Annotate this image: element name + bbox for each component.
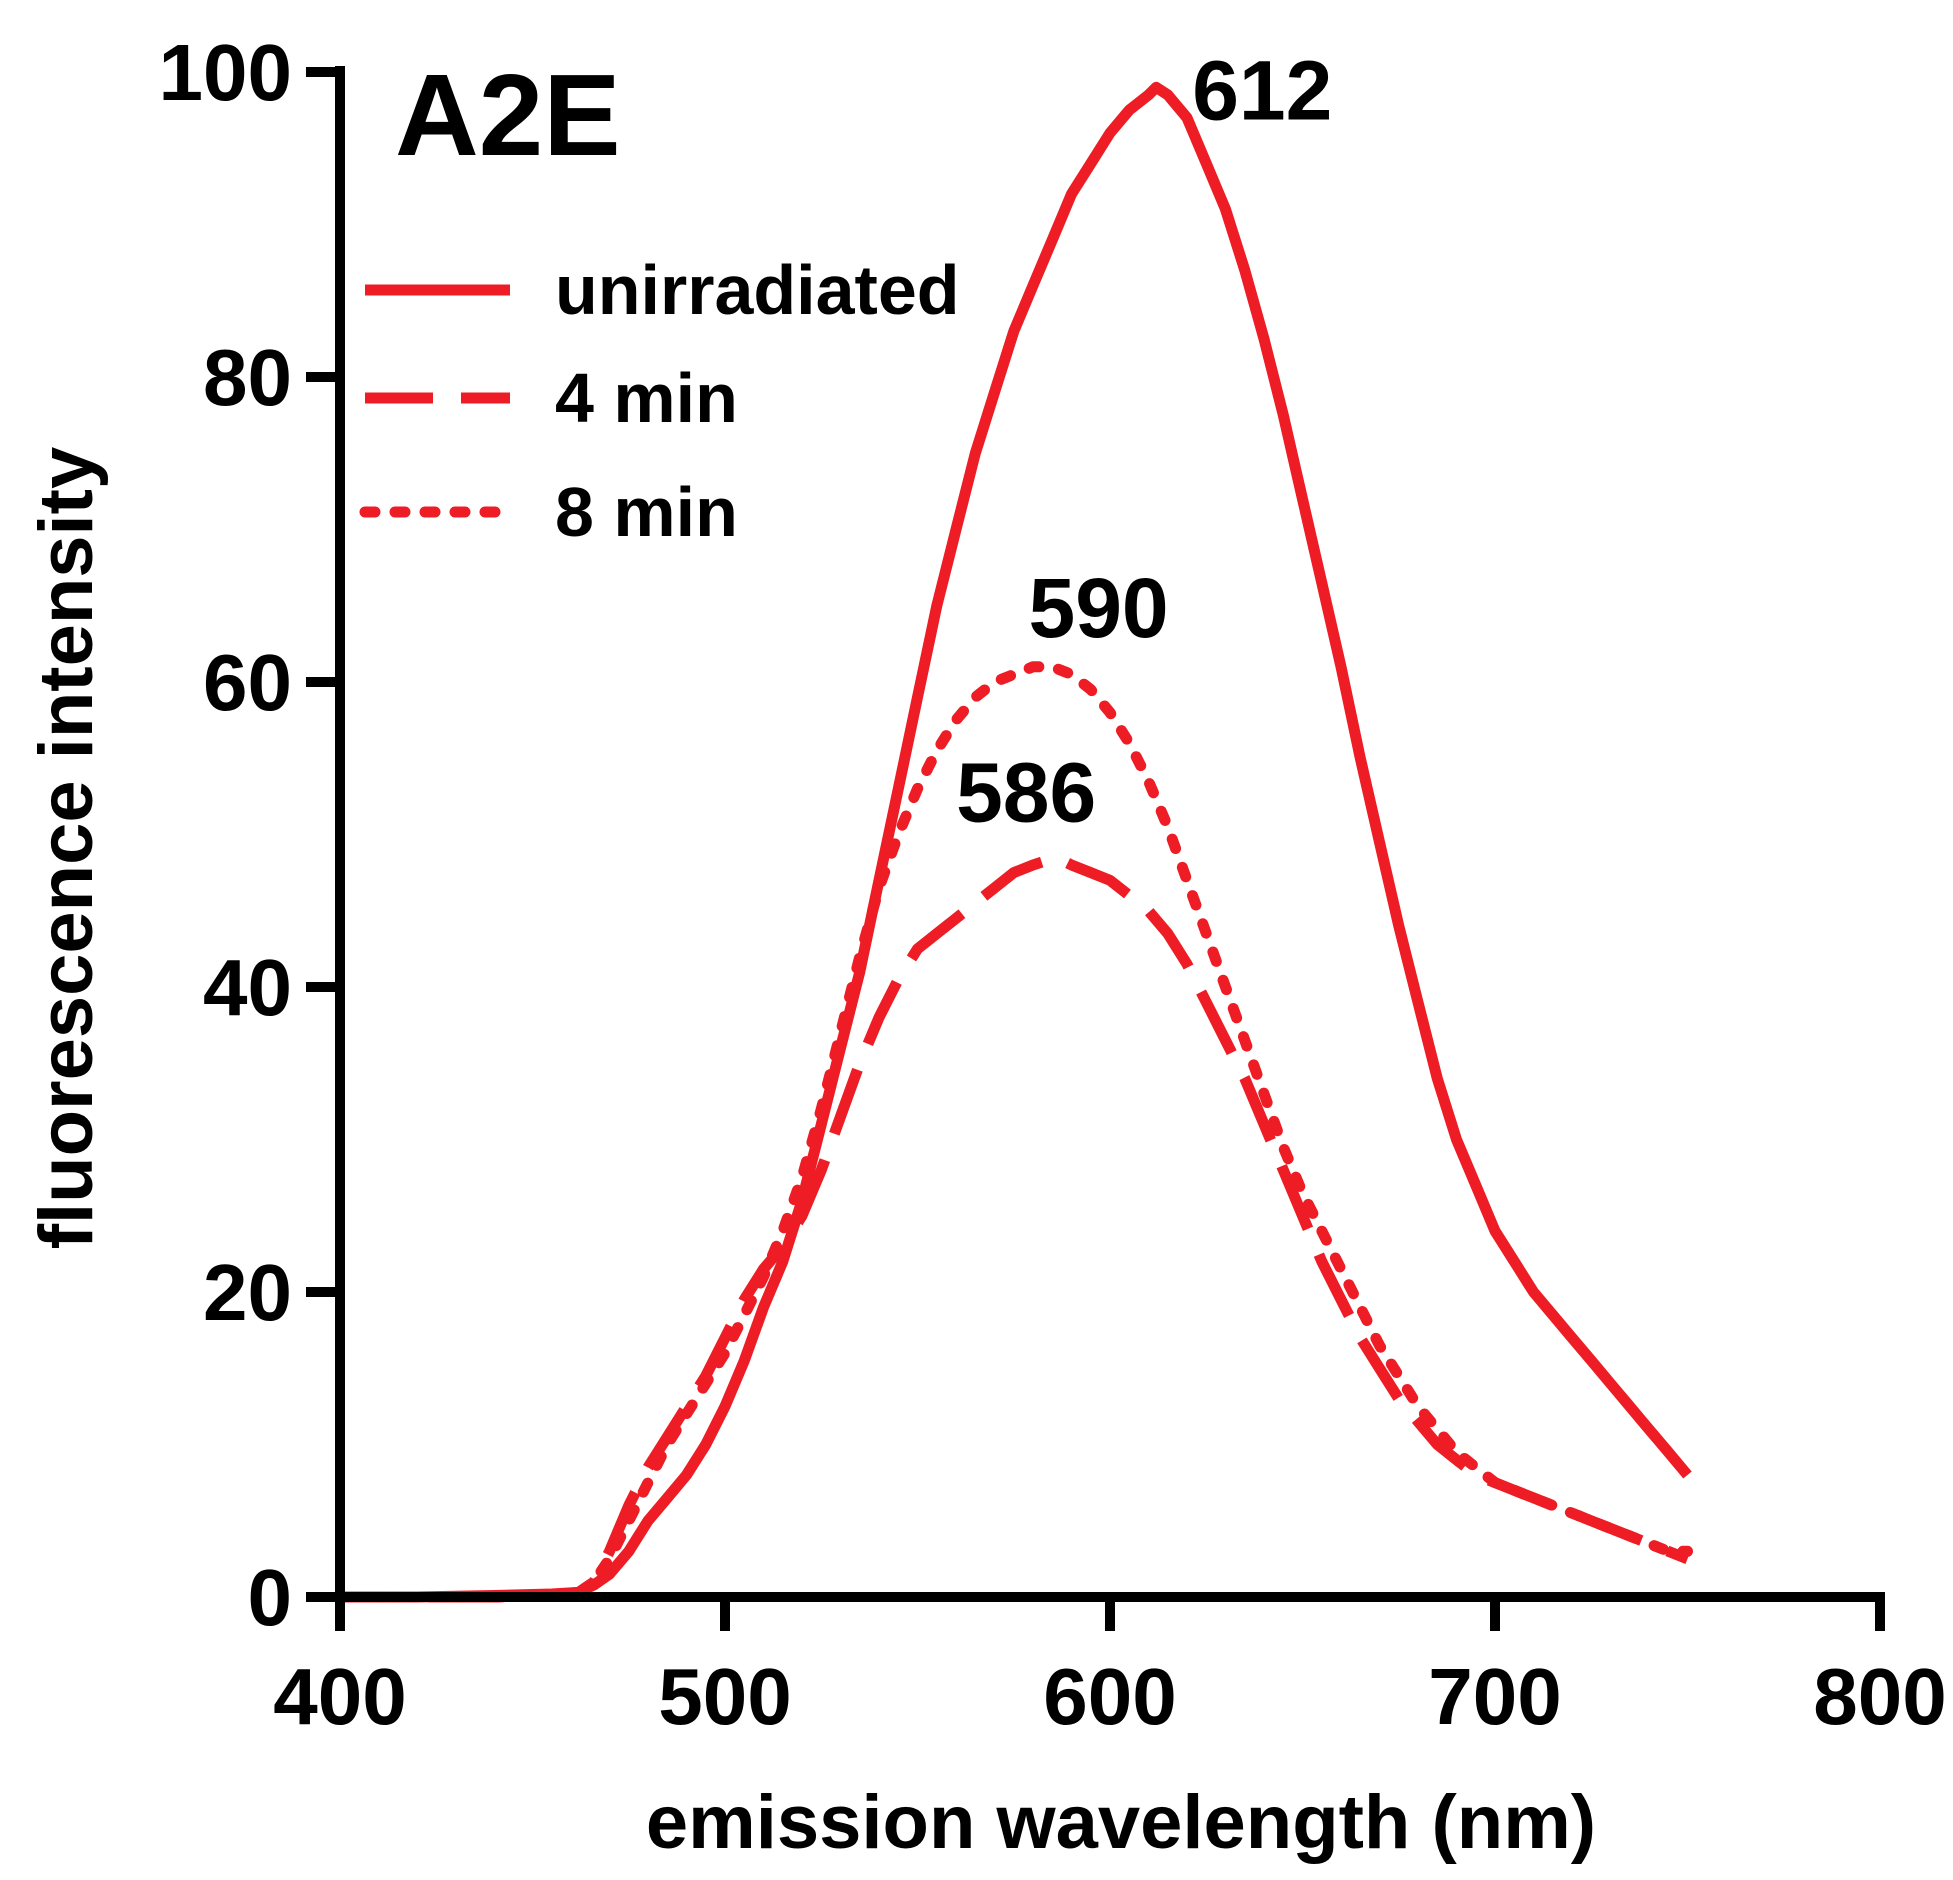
y-tick-label-4: 80 bbox=[203, 333, 292, 422]
series-line-0 bbox=[340, 81, 1692, 1603]
y-tick-label-5: 100 bbox=[159, 28, 292, 117]
series-line-2 bbox=[334, 661, 1693, 1603]
peak-annotations: 612 590 586 bbox=[956, 43, 1332, 839]
peak-label-2: 586 bbox=[956, 745, 1096, 839]
legend: unirradiated 4 min 8 min bbox=[359, 251, 960, 551]
series-layer bbox=[334, 81, 1693, 1603]
x-tick-label-2: 600 bbox=[1043, 1652, 1176, 1741]
y-tick-label-3: 60 bbox=[203, 638, 292, 727]
peak-label-1: 590 bbox=[1029, 561, 1169, 655]
y-tick-label-0: 0 bbox=[248, 1553, 293, 1642]
series-line-1 bbox=[340, 851, 1690, 1603]
x-tick-label-1: 500 bbox=[658, 1652, 791, 1741]
x-tick-label-4: 800 bbox=[1813, 1652, 1946, 1741]
x-tick-label-3: 700 bbox=[1428, 1652, 1561, 1741]
peak-label-0: 612 bbox=[1192, 43, 1332, 137]
y-tick-label-1: 20 bbox=[203, 1248, 292, 1337]
legend-label-0: unirradiated bbox=[555, 251, 960, 329]
ticks-layer: 400 500 600 700 800 0 20 40 60 80 100 bbox=[159, 28, 1947, 1741]
x-tick-label-0: 400 bbox=[273, 1652, 406, 1741]
chart-title: A2E bbox=[395, 50, 621, 180]
y-axis-title: fluorescence intensity bbox=[24, 447, 109, 1250]
x-axis-title: emission wavelength (nm) bbox=[646, 1780, 1596, 1865]
legend-label-2: 8 min bbox=[555, 473, 738, 551]
legend-label-1: 4 min bbox=[555, 359, 738, 437]
y-tick-label-2: 40 bbox=[203, 943, 292, 1032]
